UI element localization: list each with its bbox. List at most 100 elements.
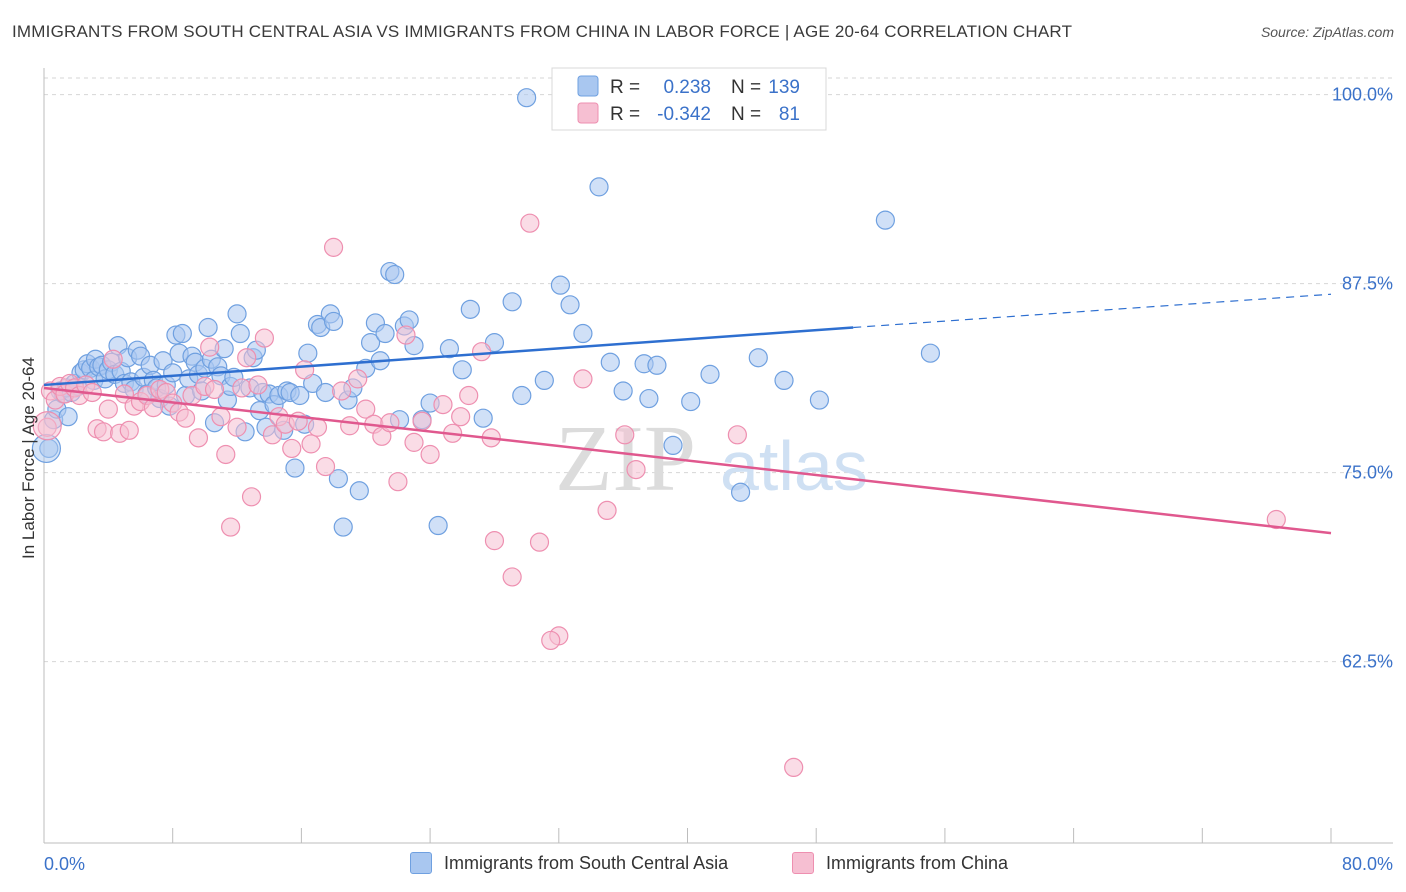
data-point [613, 381, 633, 401]
data-point [198, 317, 218, 338]
trend-lines [43, 293, 1332, 535]
legend-swatch-blue [577, 75, 599, 97]
legend-r-label-1: R = [610, 77, 640, 98]
data-point [227, 304, 247, 324]
data-point [315, 456, 336, 477]
data-point [471, 342, 492, 362]
legend-r-label-2: R = [610, 104, 640, 125]
data-point [323, 237, 344, 257]
data-point [452, 360, 472, 380]
legend-label-china: Immigrants from China [826, 852, 1009, 873]
data-point [375, 323, 395, 344]
data-point [241, 487, 262, 507]
data-point [727, 425, 747, 445]
data-point [589, 177, 609, 197]
data-point [560, 295, 580, 315]
data-point [211, 407, 231, 427]
legend-n-label-2: N = [731, 104, 761, 125]
data-point [681, 391, 701, 412]
data-point [626, 459, 646, 480]
data-point [143, 398, 163, 418]
legend-swatch-pink [577, 102, 599, 124]
data-point [473, 408, 493, 428]
data-point [328, 469, 349, 489]
data-point [93, 422, 114, 442]
data-point [232, 378, 252, 398]
axes [43, 68, 1393, 844]
y-tick-label: 87.5% [1342, 274, 1393, 294]
y-axis-title: In Labor Force | Age 20-64 [19, 357, 38, 559]
data-point [451, 407, 471, 427]
data-point [307, 417, 328, 437]
data-point [517, 88, 537, 108]
data-point [204, 379, 225, 400]
data-point [459, 385, 479, 406]
data-point [439, 339, 460, 359]
data-point [237, 348, 257, 368]
data-point [404, 432, 424, 452]
data-point [502, 292, 522, 312]
data-point [600, 352, 620, 372]
data-point [32, 411, 62, 441]
data-point [748, 348, 768, 368]
legend-r-value-2: -0.342 [657, 104, 711, 125]
data-point [200, 337, 220, 357]
data-point [380, 413, 400, 433]
data-point [541, 630, 561, 651]
legend-swatch-pink-icon [792, 852, 814, 874]
x-tick-label-min: 0.0% [44, 854, 85, 874]
correlation-legend: R = 0.238 N = 139 R = -0.342 N = 81 [551, 67, 827, 131]
y-tick-label: 75.0% [1342, 463, 1393, 483]
data-point [534, 370, 554, 390]
legend-n-value-1: 139 [768, 77, 800, 98]
data-point [340, 416, 360, 436]
data-point [663, 435, 683, 456]
data-point [388, 472, 408, 492]
data-point [573, 323, 593, 344]
data-point [520, 213, 540, 233]
data-point [298, 343, 318, 363]
data-point [356, 399, 376, 419]
data-point [295, 360, 315, 380]
data-point [227, 417, 247, 437]
x-tick-label-max: 80.0% [1342, 854, 1393, 874]
legend-n-label-1: N = [731, 77, 761, 98]
data-point [784, 757, 804, 778]
source-label: Source: ZipAtlas.com [1260, 24, 1394, 40]
data-point [333, 517, 353, 537]
data-point [550, 275, 571, 295]
data-point [348, 369, 368, 389]
bottom-legend-item-south-central-asia[interactable]: Immigrants from South Central Asia [410, 852, 728, 874]
data-point [809, 390, 830, 410]
watermark: ZIP atlas [555, 407, 868, 511]
data-point [119, 420, 139, 440]
data-point [282, 438, 302, 459]
data-point [58, 407, 78, 427]
data-point [512, 385, 532, 406]
data-point [502, 567, 522, 587]
data-point [875, 210, 895, 230]
data-point [290, 385, 310, 406]
data-point [188, 428, 209, 448]
data-point [254, 328, 274, 348]
legend-label-south-central-asia: Immigrants from South Central Asia [444, 852, 729, 873]
data-point [349, 481, 369, 501]
data-point [484, 531, 505, 551]
data-point [172, 323, 192, 344]
data-point [221, 517, 241, 537]
data-point [248, 375, 268, 395]
data-point [597, 500, 617, 521]
data-point [396, 325, 416, 345]
data-point [360, 333, 381, 353]
data-point [920, 343, 941, 363]
chart-title: IMMIGRANTS FROM SOUTH CENTRAL ASIA VS IM… [12, 22, 1073, 41]
data-point [332, 381, 352, 401]
data-point [98, 399, 118, 419]
data-point [420, 444, 440, 465]
data-point [230, 323, 250, 344]
bottom-legend-item-china[interactable]: Immigrants from China [792, 852, 1008, 874]
data-point [615, 425, 635, 445]
legend-n-value-2: 81 [779, 104, 800, 125]
data-point [460, 299, 480, 319]
